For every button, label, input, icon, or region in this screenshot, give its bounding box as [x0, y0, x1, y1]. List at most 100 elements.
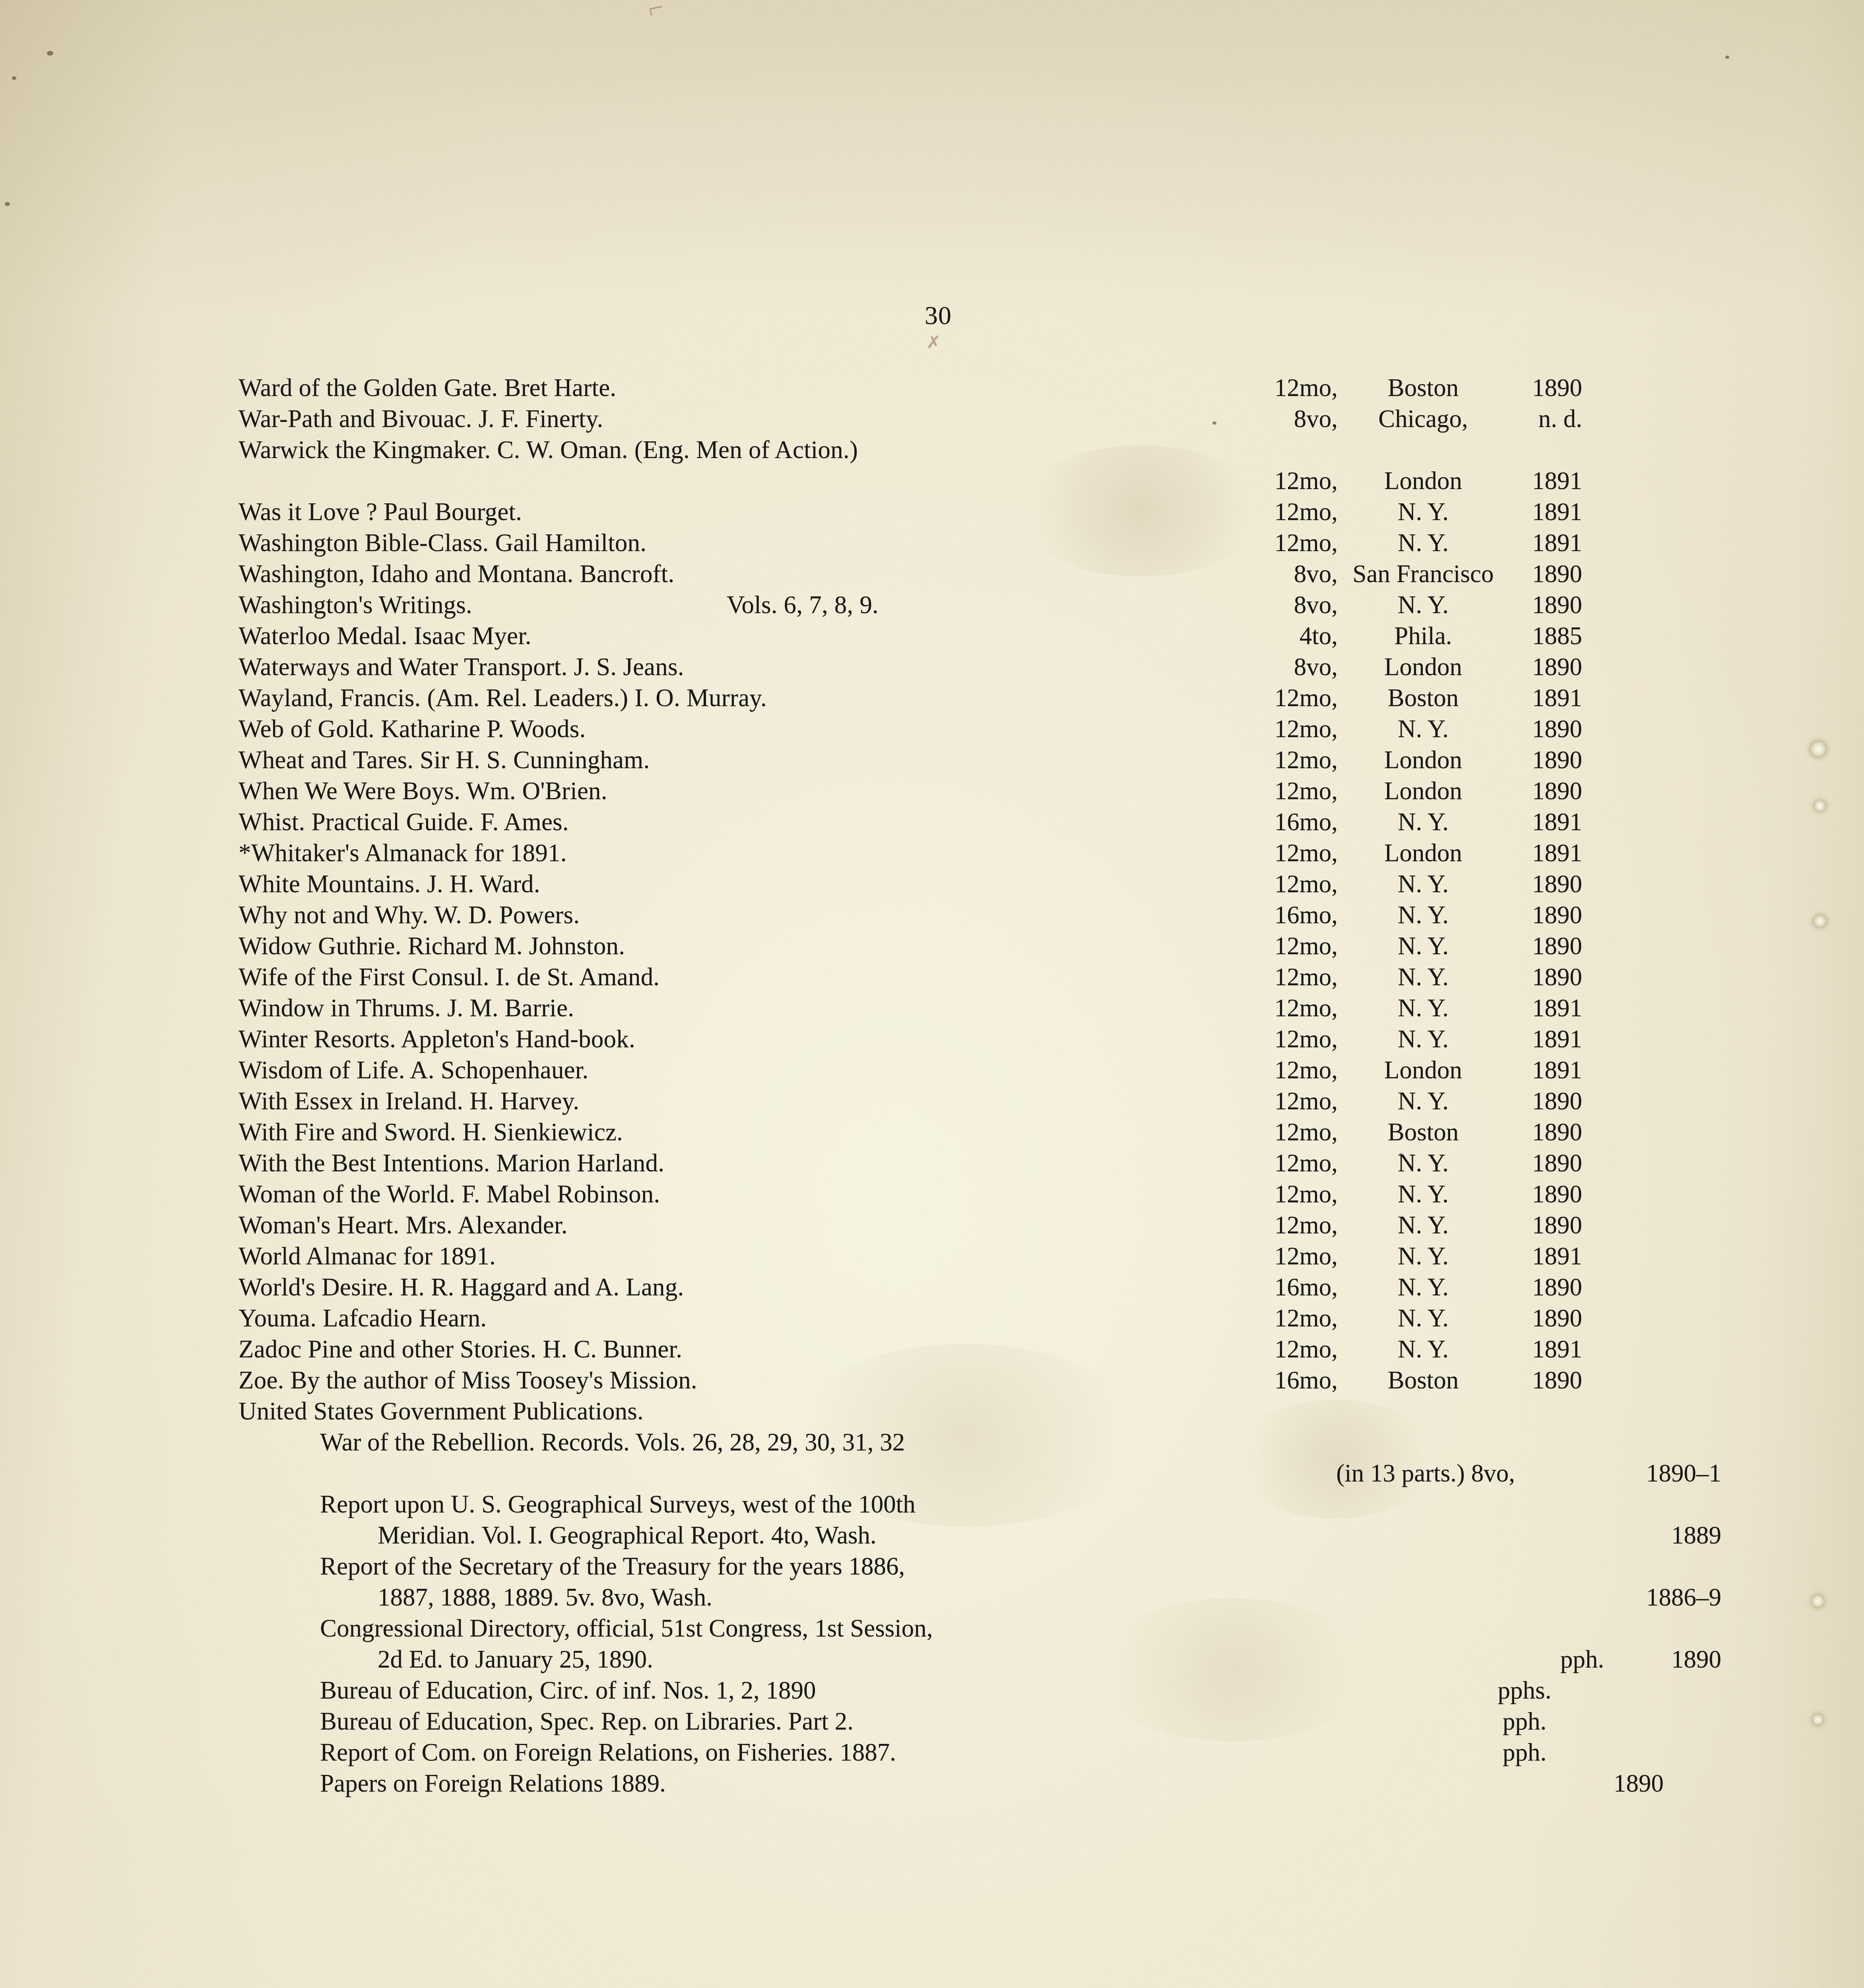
entry-year: 1890: [1509, 1306, 1582, 1331]
entry-place: Chicago,: [1338, 406, 1509, 431]
gov-publication-text: Report upon U. S. Geographical Surveys, …: [320, 1492, 1459, 1517]
entry-title: Wheat and Tares. Sir H. S. Cunningham.: [239, 747, 1258, 773]
entry-title: Was it Love ? Paul Bourget.: [239, 499, 1258, 524]
folio-page-number: 30: [239, 302, 1582, 328]
bibliography-entry-row: Widow Guthrie. Richard M. Johnston.12mo,…: [239, 934, 1582, 965]
entry-year: 1891: [1509, 1058, 1582, 1083]
bibliography-entry-row: Zoe. By the author of Miss Toosey's Miss…: [239, 1368, 1582, 1399]
entry-year: 1891: [1509, 841, 1582, 866]
entry-year: 1890: [1509, 1213, 1582, 1238]
entry-format: 12mo,: [1258, 685, 1338, 711]
entry-title: Washington's Writings.Vols. 6, 7, 8, 9.: [239, 592, 1258, 617]
entry-title: Whist. Practical Guide. F. Ames.: [239, 810, 1258, 835]
paper-edge-nick: [1812, 1714, 1824, 1726]
entry-format: 12mo,: [1258, 996, 1338, 1021]
gov-publication-row: 1887, 1888, 1889. 5v. 8vo, Wash. 1886–9: [239, 1585, 1721, 1616]
paper-edge-nick: [1811, 1594, 1825, 1608]
gov-publications-heading: United States Government Publications.: [239, 1399, 1582, 1430]
entry-title: Zoe. By the author of Miss Toosey's Miss…: [239, 1368, 1258, 1393]
entry-year: 1891: [1509, 996, 1582, 1021]
gov-publication-row: (in 13 parts.) 8vo,1890–1: [239, 1461, 1721, 1492]
entry-year: 1890: [1509, 747, 1582, 773]
gov-publication-row: War of the Rebellion. Records. Vols. 26,…: [239, 1430, 1664, 1461]
entry-title: War-Path and Bivouac. J. F. Finerty.: [239, 406, 1258, 431]
entry-place: N. Y.: [1338, 1306, 1509, 1331]
bibliography-entry-row: Wisdom of Life. A. Schopenhauer.12mo,Lon…: [239, 1058, 1582, 1089]
entry-format: 12mo,: [1258, 375, 1338, 400]
entry-title: When We Were Boys. Wm. O'Brien.: [239, 779, 1258, 804]
entry-format: 12mo,: [1258, 1337, 1338, 1362]
gov-publication-text: Meridian. Vol. I. Geographical Report. 4…: [378, 1523, 1517, 1548]
entry-format: 12mo,: [1258, 1151, 1338, 1176]
entry-place: N. Y.: [1338, 1182, 1509, 1207]
entry-place: Boston: [1338, 685, 1509, 711]
entry-place: N. Y.: [1338, 810, 1509, 835]
entry-format: 8vo,: [1258, 592, 1338, 617]
entry-format: 12mo,: [1258, 841, 1338, 866]
entry-year: 1890: [1509, 779, 1582, 804]
entry-year: 1890: [1509, 561, 1582, 586]
gov-publication-text: Bureau of Education, Spec. Rep. on Libra…: [320, 1709, 1459, 1734]
entry-format: 8vo,: [1258, 654, 1338, 679]
entry-place: Boston: [1338, 1120, 1509, 1145]
entry-title: Web of Gold. Katharine P. Woods.: [239, 716, 1258, 742]
gov-publication-text: Report of the Secretary of the Treasury …: [320, 1554, 1459, 1579]
paper-speck: [5, 202, 10, 206]
gov-publication-text: Bureau of Education, Circ. of inf. Nos. …: [320, 1678, 1459, 1703]
bibliography-entry-row: With Essex in Ireland. H. Harvey.12mo,N.…: [239, 1089, 1582, 1120]
entry-year: 1890: [1509, 1120, 1582, 1145]
bibliography-entry-list: Ward of the Golden Gate. Bret Harte.12mo…: [239, 375, 1582, 1399]
scanned-book-page: ⌐ ∧ ✗ 30 Ward of the Golden Gate. Bret H…: [0, 0, 1864, 1988]
entry-place: London: [1338, 779, 1509, 804]
entry-year: 1890: [1509, 872, 1582, 897]
entry-place: London: [1338, 1058, 1509, 1083]
entry-year: n. d.: [1509, 406, 1582, 431]
entry-place: N. Y.: [1338, 934, 1509, 959]
entry-title: World Almanac for 1891.: [239, 1244, 1258, 1269]
entry-title: Wisdom of Life. A. Schopenhauer.: [239, 1058, 1258, 1083]
gov-publication-row: 2d Ed. to January 25, 1890.pph.1890: [239, 1647, 1721, 1678]
entry-place: N. Y.: [1338, 872, 1509, 897]
bibliography-entry-row: Zadoc Pine and other Stories. H. C. Bunn…: [239, 1337, 1582, 1368]
entry-format: 12mo,: [1258, 1213, 1338, 1238]
entry-place: Boston: [1338, 375, 1509, 400]
paper-edge-nick: [1813, 914, 1827, 928]
bibliography-entry-row: White Mountains. J. H. Ward.12mo,N. Y.18…: [239, 872, 1582, 903]
entry-year: 1891: [1509, 499, 1582, 524]
entry-place: London: [1338, 468, 1509, 493]
entry-format: 12mo,: [1258, 468, 1338, 493]
gov-publication-row: Papers on Foreign Relations 1889.1890: [239, 1771, 1664, 1802]
entry-title: Window in Thrums. J. M. Barrie.: [239, 996, 1258, 1021]
pencil-mark-caret: ⌐: [645, 0, 667, 25]
gov-publication-year: 1890: [1590, 1771, 1664, 1796]
entry-format: 16mo,: [1258, 1368, 1338, 1393]
bibliography-entry-row: When We Were Boys. Wm. O'Brien.12mo,Lond…: [239, 779, 1582, 810]
bibliography-entry-row: Whist. Practical Guide. F. Ames.16mo,N. …: [239, 810, 1582, 841]
entry-format: 12mo,: [1258, 1058, 1338, 1083]
bibliography-entry-row: 12mo,London1891: [239, 468, 1582, 499]
entry-place: N. Y.: [1338, 1027, 1509, 1052]
entry-place: N. Y.: [1338, 996, 1509, 1021]
bibliography-entry-row: World Almanac for 1891.12mo,N. Y.1891: [239, 1244, 1582, 1275]
entry-format: 12mo,: [1258, 1120, 1338, 1145]
paper-edge-nick: [1810, 740, 1827, 758]
gov-publication-text: 1887, 1888, 1889. 5v. 8vo, Wash.: [378, 1585, 1515, 1610]
gov-publication-year: 1890: [1648, 1647, 1721, 1672]
gov-publication-row: Bureau of Education, Spec. Rep. on Libra…: [239, 1709, 1664, 1740]
bibliography-entry-row: Wayland, Francis. (Am. Rel. Leaders.) I.…: [239, 685, 1582, 716]
entry-format: 12mo,: [1258, 747, 1338, 773]
entry-title: Warwick the Kingmaker. C. W. Oman. (Eng.…: [239, 437, 1258, 462]
bibliography-entry-row: With Fire and Sword. H. Sienkiewicz.12mo…: [239, 1120, 1582, 1151]
entry-place: N. Y.: [1338, 1244, 1509, 1269]
entry-title: World's Desire. H. R. Haggard and A. Lan…: [239, 1275, 1258, 1300]
entry-title: Widow Guthrie. Richard M. Johnston.: [239, 934, 1258, 959]
entry-place: San Francisco: [1338, 561, 1509, 586]
bibliography-entry-row: Window in Thrums. J. M. Barrie.12mo,N. Y…: [239, 996, 1582, 1027]
entry-year: 1890: [1509, 934, 1582, 959]
entry-title: Wayland, Francis. (Am. Rel. Leaders.) I.…: [239, 685, 1258, 711]
entry-year: 1890: [1509, 1368, 1582, 1393]
gov-publication-row: Report of the Secretary of the Treasury …: [239, 1554, 1664, 1585]
entry-place: London: [1338, 841, 1509, 866]
gov-publication-year: 1886–9: [1646, 1585, 1721, 1610]
entry-place: N. Y.: [1338, 1151, 1509, 1176]
